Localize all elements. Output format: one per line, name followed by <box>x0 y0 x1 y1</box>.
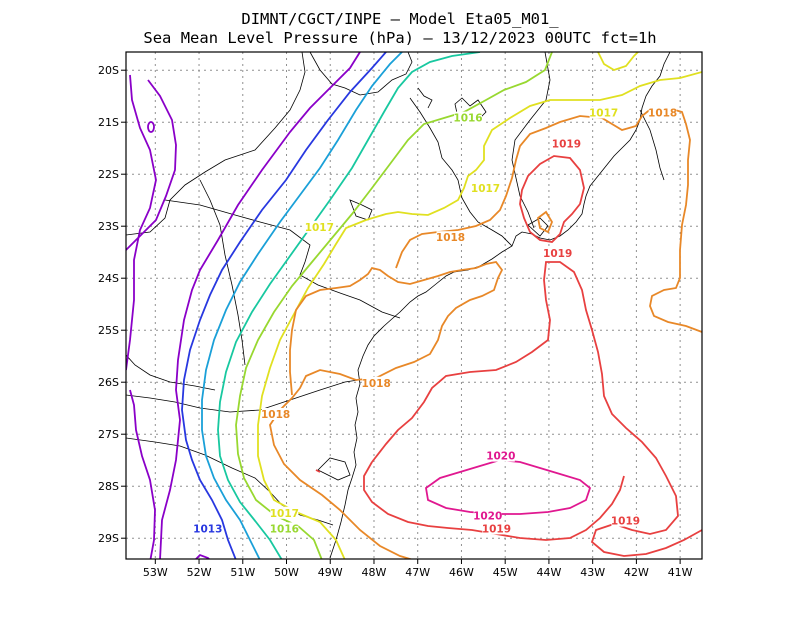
isobar-1014 <box>201 52 403 559</box>
state-border <box>126 379 359 413</box>
lat-tick-label: 28S <box>98 480 119 493</box>
isobar-label-bg <box>648 106 677 119</box>
isobar-label-bg <box>261 408 290 420</box>
isobar-label: 1019 <box>482 523 511 535</box>
lon-tick-label: 53W <box>143 566 168 579</box>
graticule <box>126 52 702 559</box>
isobar-label-bg <box>436 231 465 244</box>
lat-tick-label: 27S <box>98 428 119 441</box>
lon-tick-label: 45W <box>493 566 518 579</box>
lon-tick-label: 49W <box>318 566 343 579</box>
isobars <box>126 52 702 559</box>
isobar-label: 1018 <box>648 107 677 119</box>
isobar-1012-north <box>159 52 361 559</box>
lon-tick-label: 42W <box>624 566 649 579</box>
lat-tick-label: 29S <box>98 532 119 545</box>
isobar-1015 <box>217 52 481 559</box>
reservoir <box>417 87 433 109</box>
isobar-label-bg <box>543 246 572 259</box>
isobar-1012-b <box>129 389 156 559</box>
isobar-label: 1016 <box>453 113 482 125</box>
lon-tick-label: 41W <box>668 566 693 579</box>
isobar-1019-c <box>519 155 585 243</box>
state-border <box>639 109 665 181</box>
lon-tick-label: 43W <box>580 566 605 579</box>
isobar-label: 1017 <box>589 107 618 119</box>
lon-tick-label: 52W <box>187 566 212 579</box>
isobar-1012-c <box>194 553 211 559</box>
longitude-axis: 53W 52W 51W 50W 49W 48W 47W 46W 45W 44W 43W 42W 41W <box>143 559 693 579</box>
isobar-label: 1017 <box>305 222 334 234</box>
isobar-label-bg <box>589 106 618 119</box>
isobar-1017 <box>257 71 702 559</box>
state-border <box>309 52 413 96</box>
isobar-1018 <box>269 261 504 559</box>
lon-tick-label: 46W <box>449 566 474 579</box>
isobar-label: 1020 <box>486 451 515 463</box>
latitude-axis: 20S 21S 22S 23S 24S 25S 26S 27S 28S 29S <box>98 64 126 545</box>
coastline <box>329 52 671 559</box>
isobar-label: 1018 <box>436 232 465 244</box>
map-border <box>125 51 703 560</box>
lat-tick-label: 24S <box>98 272 119 285</box>
map-frame <box>126 52 702 559</box>
lon-tick-label: 51W <box>230 566 255 579</box>
lon-tick-label: 50W <box>274 566 299 579</box>
isobar-label: 1018 <box>362 378 391 390</box>
isobar-label-bg <box>454 111 483 124</box>
isobar-label: 1016 <box>270 523 299 535</box>
lat-tick-label: 26S <box>98 376 119 389</box>
isobar-label: 1019 <box>611 516 640 528</box>
country-border <box>126 354 216 391</box>
lat-tick-label: 25S <box>98 324 119 337</box>
isobar-label-bg <box>611 514 640 527</box>
isobar-label-bg <box>305 220 334 233</box>
state-border <box>164 199 401 319</box>
lat-tick-label: 20S <box>98 64 119 77</box>
map-title-line1: DIMNT/CGCT/INPE — Model Eta05_M01_ <box>241 10 559 28</box>
isobar-label: 1017 <box>471 183 500 195</box>
isobar-label-bg <box>486 449 515 462</box>
island <box>527 217 549 237</box>
state-border <box>126 52 306 236</box>
lon-tick-label: 44W <box>536 566 561 579</box>
isobar-label-bg <box>362 376 391 389</box>
isobar-label: 1019 <box>543 248 572 260</box>
isobar-1012 <box>126 74 157 371</box>
isobar-1013 <box>181 52 387 559</box>
lon-tick-label: 47W <box>405 566 430 579</box>
isobar-label: 1018 <box>261 409 290 421</box>
isobar-label: 1020 <box>473 510 502 522</box>
isobar-label-bg <box>482 522 511 535</box>
isobar-label: 1019 <box>552 139 581 151</box>
isobar-labels: 1013 1016 1017 1017 1016 1017 1017 1018 1018 1018… <box>193 106 677 535</box>
isobar-label-bg <box>193 522 222 535</box>
isobar-label-bg <box>473 509 502 522</box>
isobar-1018-c <box>537 210 554 234</box>
isobar-1019 <box>371 261 702 557</box>
isobar-1016 <box>235 52 553 559</box>
lat-tick-label: 21S <box>98 116 119 129</box>
lon-tick-label: 48W <box>362 566 387 579</box>
isobar-label: 1017 <box>270 508 299 520</box>
country-border <box>199 179 246 366</box>
isobar-label-bg <box>270 522 299 535</box>
isobar-1018-b <box>395 107 702 333</box>
lat-tick-label: 23S <box>98 220 119 233</box>
map-title-line2: Sea Mean Level Pressure (hPa) — 13/12/20… <box>143 29 656 47</box>
isobar-1012-small <box>147 121 155 133</box>
isobar-label: 1013 <box>193 523 222 535</box>
isobar-1012-west <box>126 79 177 251</box>
isobar-1019-blip <box>315 469 321 473</box>
isobar-label-bg <box>552 137 581 150</box>
isobar-1020 <box>425 459 592 515</box>
lat-tick-label: 22S <box>98 168 119 181</box>
isobar-label-bg <box>471 181 500 194</box>
isobar-label-bg <box>270 506 299 519</box>
island <box>317 457 351 481</box>
state-border <box>511 52 551 229</box>
isobar-1017-top <box>597 52 639 71</box>
state-border <box>409 97 513 247</box>
